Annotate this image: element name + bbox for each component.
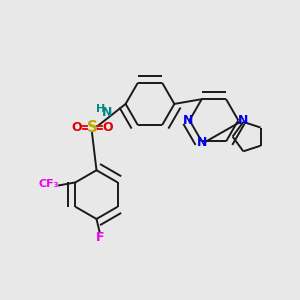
Text: N: N [238,114,248,127]
Text: O: O [102,121,113,134]
Text: CF₃: CF₃ [38,179,59,189]
Text: N: N [102,106,112,119]
Text: N: N [183,114,193,127]
Text: H: H [96,104,105,114]
Text: F: F [96,231,104,244]
Text: S: S [86,120,98,135]
Text: N: N [196,136,207,149]
Text: O: O [71,121,82,134]
